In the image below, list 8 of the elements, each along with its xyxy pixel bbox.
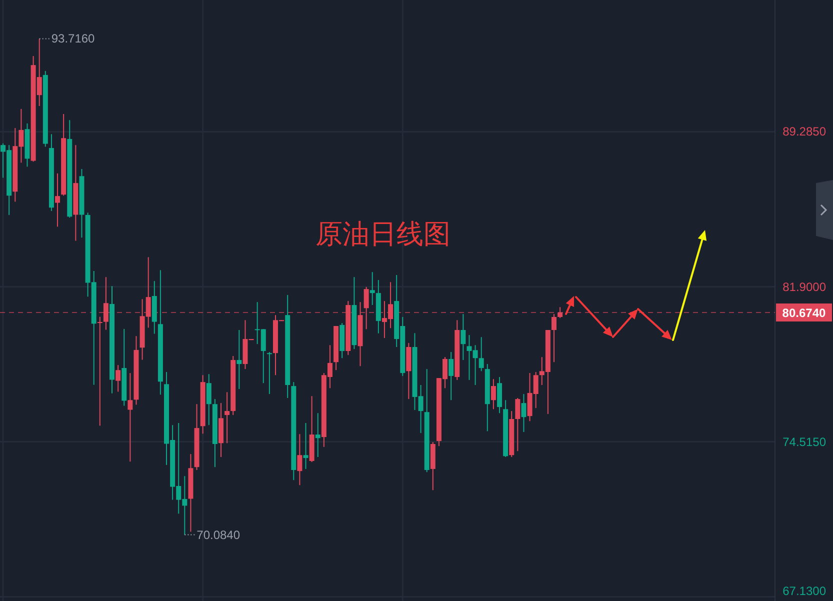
annotation: 70.0840 [196,528,240,542]
text: 原油日线图 [316,219,450,250]
annotation: 93.7160 [51,32,96,46]
y-tick-label: 74.5150 [782,434,826,449]
ref-line-label: 80.6740 [782,306,826,320]
y-tick-label: 89.2850 [782,124,826,139]
y-tick-label: 81.9000 [782,280,826,294]
y-tick-label: 67.1300 [782,584,826,598]
